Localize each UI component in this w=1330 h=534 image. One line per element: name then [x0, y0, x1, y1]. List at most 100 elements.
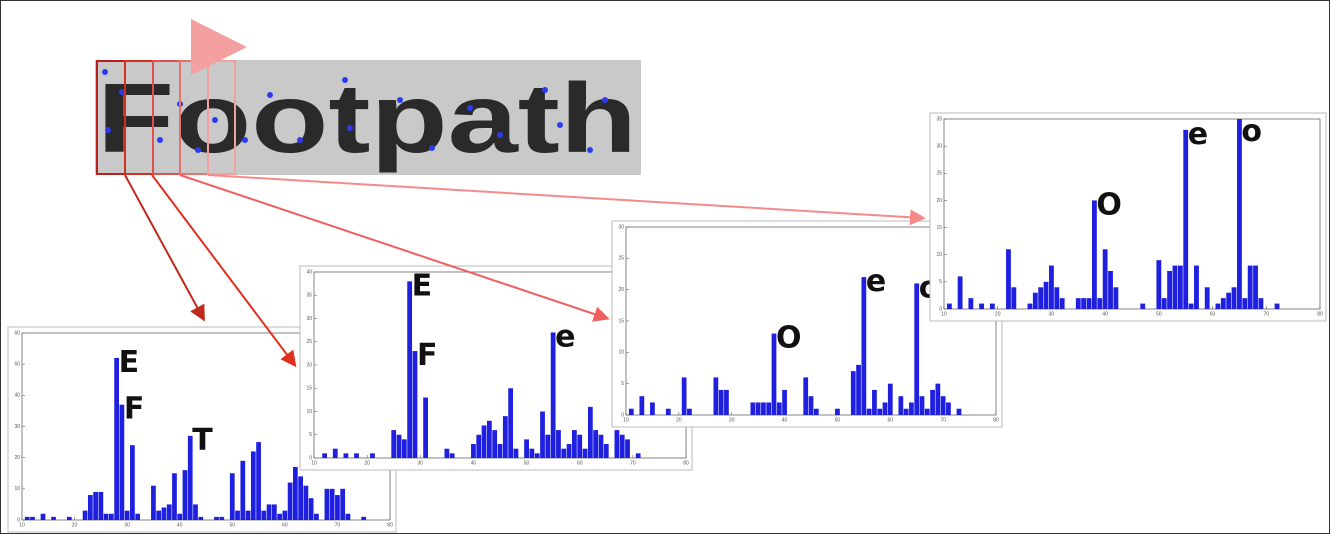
annotation: e	[555, 319, 575, 354]
y-tick-label: 30	[14, 424, 20, 430]
annotation: E	[119, 345, 140, 380]
bar	[251, 451, 256, 520]
bar	[177, 514, 182, 520]
bar	[450, 453, 455, 458]
bar	[1076, 298, 1081, 309]
x-tick-label: 40	[1102, 311, 1108, 317]
bar	[835, 409, 840, 415]
y-tick-label: 10	[306, 409, 312, 415]
bar	[487, 421, 492, 458]
bar	[877, 409, 882, 415]
y-tick-label: 20	[618, 287, 624, 293]
bar	[1044, 282, 1049, 309]
bar	[851, 371, 856, 415]
bar	[214, 517, 219, 520]
bar	[593, 430, 598, 458]
bar	[545, 435, 550, 458]
bar	[230, 473, 235, 520]
x-tick-label: 40	[177, 522, 183, 528]
bar	[572, 430, 577, 458]
bar	[402, 439, 407, 458]
bar	[288, 483, 293, 520]
bar	[1038, 287, 1043, 309]
bar	[535, 453, 540, 458]
bar	[666, 409, 671, 415]
bar	[240, 461, 245, 520]
bar	[340, 489, 345, 520]
bar	[172, 473, 177, 520]
histogram: 051015202530351020304050607080Oeo	[930, 113, 1326, 321]
bar	[508, 388, 513, 458]
bar	[246, 511, 251, 520]
bar	[1205, 287, 1210, 309]
x-tick-label: 60	[282, 522, 288, 528]
bar	[1156, 260, 1161, 309]
bar	[88, 495, 93, 520]
bar	[1221, 298, 1226, 309]
bar	[130, 445, 135, 520]
annotation: F	[124, 392, 145, 427]
x-tick-label: 50	[835, 417, 841, 423]
bar	[650, 402, 655, 415]
bar	[809, 396, 814, 415]
annotation: T	[192, 423, 213, 458]
bar	[498, 444, 503, 458]
bar	[1248, 266, 1253, 309]
bar	[782, 390, 787, 415]
bar	[325, 489, 330, 520]
x-tick-label: 60	[888, 417, 894, 423]
bar	[114, 358, 119, 520]
x-tick-label: 30	[418, 460, 424, 466]
bar	[1006, 249, 1011, 309]
x-tick-label: 10	[311, 460, 317, 466]
y-tick-label: 10	[14, 486, 20, 492]
bar	[1216, 304, 1221, 309]
bar	[104, 514, 109, 520]
bar	[872, 390, 877, 415]
bar	[298, 476, 303, 520]
bar	[98, 492, 103, 520]
y-tick-label: 35	[306, 293, 312, 299]
x-tick-label: 80	[993, 417, 999, 423]
bar	[1097, 298, 1102, 309]
bar	[277, 514, 282, 520]
bar	[979, 304, 984, 309]
annotation: e	[1188, 117, 1208, 152]
x-tick-label: 70	[335, 522, 341, 528]
bar	[620, 435, 625, 458]
annotation: O	[1096, 187, 1122, 222]
bar	[1033, 293, 1038, 309]
bar	[990, 304, 995, 309]
y-tick-label: 10	[618, 350, 624, 356]
bar	[687, 409, 692, 415]
bar	[766, 402, 771, 415]
bar	[476, 435, 481, 458]
y-tick-label: 15	[936, 225, 942, 231]
bar	[1162, 298, 1167, 309]
y-tick-label: 30	[618, 224, 624, 230]
bar	[1140, 304, 1145, 309]
page: {"image_text": "Footpath", "chart_data":…	[0, 0, 1330, 534]
bar	[322, 453, 327, 458]
x-tick-label: 40	[782, 417, 788, 423]
bar	[343, 453, 348, 458]
bar	[724, 390, 729, 415]
bar	[407, 281, 412, 458]
bar	[615, 430, 620, 458]
y-tick-label: 5	[621, 381, 624, 387]
x-tick-label: 80	[683, 460, 689, 466]
bar	[625, 439, 630, 458]
bar	[604, 444, 609, 458]
bar	[1258, 298, 1263, 309]
x-tick-label: 20	[676, 417, 682, 423]
bar	[492, 430, 497, 458]
bar	[1087, 298, 1092, 309]
bar	[909, 402, 914, 415]
bar	[1173, 266, 1178, 309]
bar	[756, 402, 761, 415]
bar	[1178, 266, 1183, 309]
annotation: o	[1241, 114, 1262, 149]
bar	[167, 504, 172, 520]
bar	[67, 517, 72, 520]
bar	[1183, 130, 1188, 309]
